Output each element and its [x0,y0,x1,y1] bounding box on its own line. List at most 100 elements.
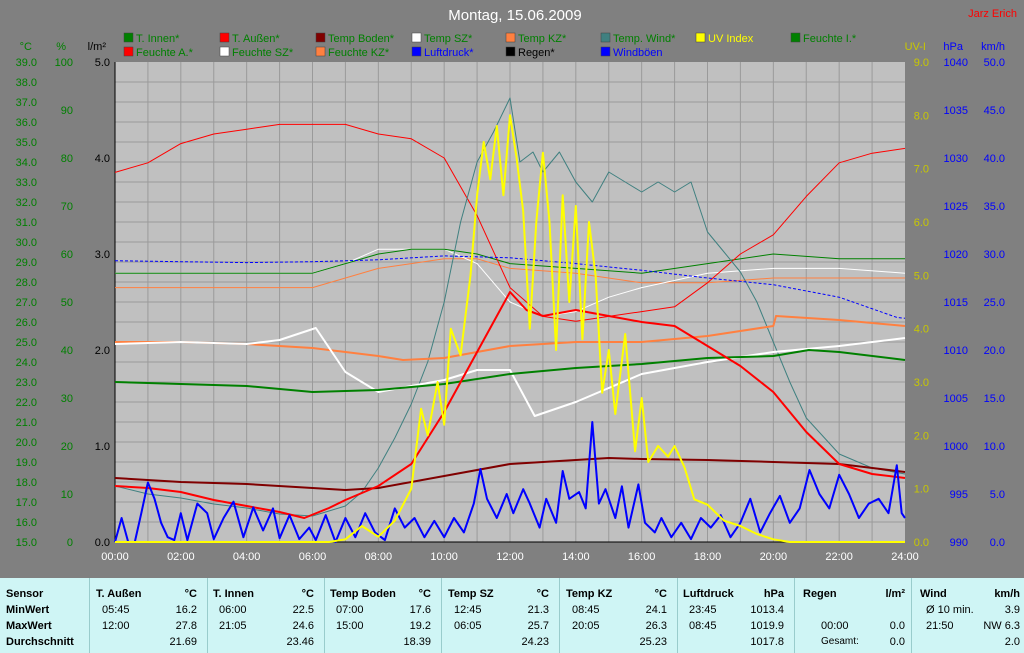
series-line-temp-wind [114,97,906,517]
legend-swatch [411,32,422,43]
wind-unit: km/h [994,588,1020,600]
legend-swatch [123,32,134,43]
pressure-axis-tick: 990 [950,537,968,549]
temperature-axis-tick: 31.0 [16,217,37,229]
temperature-axis-tick: 23.0 [16,377,37,389]
humidity-axis-tick: 20 [61,441,73,453]
temperature-axis-tick: 34.0 [16,157,37,169]
uv-axis-tick: 9.0 [914,57,929,69]
x-axis-tick: 12:00 [496,551,524,563]
max-time: 21:05 [219,620,247,632]
legend-swatch [600,32,611,43]
legend-label: Temp. Wind* [613,33,676,45]
sensor-name: Temp SZ [448,588,494,600]
temperature-axis-tick: 17.0 [16,497,37,509]
label-sensor: Sensor [6,588,44,600]
legend-swatch [219,32,230,43]
author-label: Jarz Erich [968,8,1017,20]
avg-value: 1017.8 [750,636,784,648]
uv-axis-tick: 3.0 [914,377,929,389]
x-axis-tick: 08:00 [365,551,393,563]
temperature-axis-tick: 28.0 [16,277,37,289]
series-line-t-innen [114,349,906,393]
legend-label: Temp Boden* [328,33,395,45]
max-value: 19.2 [409,620,431,632]
summary-col-3: Temp SZ °C 12:45 21.3 06:05 25.7 24.23 [442,578,560,653]
humidity-axis-tick: 30 [61,393,73,405]
uv-axis-tick: 5.0 [914,270,929,282]
humidity-axis-tick: 60 [61,249,73,261]
min-value: 22.5 [292,604,314,616]
max-value: 1019.9 [750,620,784,632]
legend-swatch [790,32,801,43]
rain-axis-tick: 4.0 [95,153,110,165]
legend-label: Feuchte I.* [803,33,857,45]
x-axis-tick: 20:00 [760,551,788,563]
rain-row3-value: 0.0 [889,636,905,648]
temperature-axis-tick: 24.0 [16,357,37,369]
summary-col-2: Temp Boden °C 07:00 17.6 15:00 19.2 18.39 [324,578,442,653]
pressure-axis-tick: 995 [950,489,968,501]
uv-axis-tick: 8.0 [914,110,929,122]
summary-label-column: Sensor MinWert MaxWert Durchschnitt [0,578,90,653]
humidity-axis-tick: 0 [67,537,73,549]
humidity-axis-tick: 70 [61,201,73,213]
legend-swatch [219,46,230,57]
avg-value: 24.23 [521,636,549,648]
label-avg: Durchschnitt [6,636,74,648]
wind-axis-unit: km/h [981,41,1005,53]
weather-chart: Montag, 15.06.2009 Jarz Erich T. Innen* T… [15,7,1017,563]
pressure-axis-tick: 1035 [944,105,968,117]
temperature-axis-tick: 15.0 [16,537,37,549]
temperature-axis-tick: 33.0 [16,177,37,189]
avg-value: 23.46 [286,636,314,648]
legend-label: Luftdruck* [424,47,474,59]
sensor-name: Temp Boden [330,588,396,600]
rain-axis-unit: l/m² [88,41,107,53]
axes: 39.0 38.0 37.0 36.0 35.0 34.0 33.0 32.0 31.0 30.0… [16,41,1005,563]
series-line-luftdruck [114,255,906,319]
legend: T. Innen* T. Außen* Temp Boden* Temp SZ* Tem… [123,32,857,59]
series [114,97,906,543]
max-value: 26.3 [645,620,667,632]
wind-axis-tick: 15.0 [984,393,1005,405]
humidity-axis-tick: 10 [61,489,73,501]
min-value: 21.3 [527,604,549,616]
x-axis-tick: 10:00 [430,551,458,563]
uv-axis-tick: 7.0 [914,164,929,176]
temperature-axis-tick: 37.0 [16,97,37,109]
x-axis-tick: 00:00 [101,551,129,563]
temperature-axis-tick: 29.0 [16,257,37,269]
x-axis-tick: 04:00 [233,551,261,563]
sensor-unit: °C [654,588,667,600]
x-axis-tick: 16:00 [628,551,656,563]
label-max: MaxWert [6,620,52,632]
wind-name: Wind [920,588,947,600]
chart-title: Montag, 15.06.2009 [448,7,581,24]
series-line-temp-boden [114,457,906,491]
temperature-axis-tick: 21.0 [16,417,37,429]
legend-label: Feuchte KZ* [328,47,390,59]
temperature-axis-unit: °C [20,41,32,53]
pressure-axis-tick: 1000 [944,441,968,453]
max-time: 06:05 [454,620,482,632]
sensor-unit: °C [301,588,314,600]
rain-axis-tick: 0.0 [95,537,110,549]
summary-col-1: T. Innen °C 06:00 22.5 21:05 24.6 23.46 [207,578,325,653]
wind-axis-tick: 40.0 [984,153,1005,165]
pressure-axis-unit: hPa [943,41,963,53]
series-line-feuchte-i [115,248,905,274]
series-line-windb-en [114,421,906,543]
temperature-axis-tick: 35.0 [16,137,37,149]
min-time: 08:45 [572,604,600,616]
uv-axis-tick: 1.0 [914,484,929,496]
summary-col-rain: Regen l/m² 00:00 0.0 Gesamt: 0.0 [795,578,912,653]
legend-label: Feuchte A.* [136,47,194,59]
wind-axis-tick: 25.0 [984,297,1005,309]
legend-swatch [505,46,516,57]
legend-label: UV Index [708,33,754,45]
sensor-name: Temp KZ [566,588,613,600]
max-time: 15:00 [336,620,364,632]
pressure-axis-tick: 1020 [944,249,968,261]
humidity-axis-unit: % [56,41,66,53]
